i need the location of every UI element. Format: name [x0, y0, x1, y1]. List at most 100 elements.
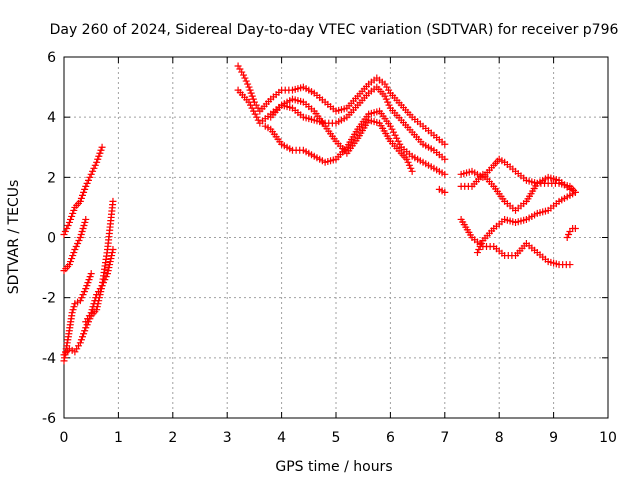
data-point-marker	[72, 243, 80, 251]
data-point-marker	[473, 249, 481, 257]
data-point-marker	[76, 297, 84, 305]
data-point-marker	[65, 261, 73, 269]
data-point-marker	[69, 252, 77, 260]
data-point-marker	[78, 191, 86, 199]
data-point-marker	[109, 197, 117, 205]
series-track-6	[234, 62, 449, 148]
series-track-14	[473, 188, 579, 257]
data-point-marker	[80, 288, 88, 296]
data-point-marker	[247, 89, 255, 97]
data-point-marker	[405, 161, 413, 169]
data-point-marker	[64, 221, 72, 229]
data-point-marker	[99, 279, 107, 287]
data-point-marker	[98, 282, 106, 290]
data-point-marker	[108, 249, 116, 257]
data-point-marker	[69, 306, 77, 314]
data-point-marker	[70, 303, 78, 311]
x-tick-label: 10	[599, 430, 617, 446]
data-point-marker	[84, 176, 92, 184]
series-track-10	[435, 185, 449, 196]
y-tick-label: 6	[47, 50, 56, 66]
data-point-marker	[101, 276, 109, 284]
data-point-marker	[82, 182, 90, 190]
data-point-marker	[61, 227, 69, 235]
data-point-marker	[476, 243, 484, 251]
data-point-marker	[78, 227, 86, 235]
data-point-marker	[381, 92, 389, 100]
data-point-marker	[91, 297, 99, 305]
y-tick-label: 4	[47, 110, 56, 126]
x-axis-label: GPS time / hours	[275, 459, 392, 475]
data-point-marker	[240, 71, 248, 79]
data-point-marker	[67, 215, 75, 223]
data-point-marker	[81, 218, 89, 226]
data-point-marker	[63, 224, 71, 232]
data-point-marker	[390, 128, 398, 136]
data-point-marker	[105, 264, 113, 272]
data-point-marker	[106, 258, 114, 266]
data-point-marker	[441, 155, 449, 163]
data-point-marker	[80, 221, 88, 229]
data-point-marker	[90, 300, 98, 308]
data-point-marker	[69, 209, 77, 217]
data-point-marker	[98, 143, 106, 151]
data-point-marker	[68, 212, 76, 220]
data-point-marker	[65, 218, 73, 226]
series-track-1	[60, 143, 106, 238]
data-point-marker	[78, 294, 86, 302]
data-points	[60, 62, 579, 365]
data-point-marker	[76, 234, 84, 241]
data-point-marker	[82, 215, 90, 223]
data-point-marker	[70, 206, 78, 214]
data-point-marker	[76, 339, 84, 347]
data-point-marker	[80, 188, 88, 196]
data-point-marker	[396, 140, 404, 148]
data-point-marker	[68, 255, 76, 263]
data-point-marker	[384, 98, 392, 106]
data-point-marker	[85, 276, 93, 284]
data-point-marker	[84, 279, 92, 287]
data-point-marker	[79, 224, 87, 232]
data-point-marker	[91, 161, 99, 169]
data-point-marker	[79, 291, 87, 299]
data-point-marker	[95, 152, 103, 160]
grid	[64, 57, 608, 418]
x-tick-label: 9	[549, 430, 558, 446]
x-tick-label: 5	[332, 430, 341, 446]
series-track-2	[60, 215, 90, 275]
data-point-marker	[82, 285, 90, 293]
y-tick-label: -4	[42, 351, 56, 367]
y-axis-label: SDTVAR / TECUs	[6, 180, 22, 295]
data-point-marker	[76, 197, 84, 205]
data-point-marker	[104, 270, 112, 278]
data-point-marker	[566, 261, 574, 269]
data-point-marker	[106, 261, 114, 269]
data-point-marker	[251, 110, 259, 118]
data-point-marker	[81, 185, 89, 193]
data-point-marker	[77, 336, 85, 344]
data-point-marker	[60, 230, 68, 238]
data-point-marker	[109, 246, 117, 254]
y-tick-label: -6	[42, 411, 56, 427]
data-point-marker	[248, 92, 256, 100]
data-point-marker	[67, 258, 75, 266]
data-point-marker	[388, 125, 396, 133]
data-point-marker	[86, 173, 94, 181]
data-point-marker	[93, 158, 101, 166]
x-tick-label: 8	[495, 430, 504, 446]
data-point-marker	[386, 122, 394, 130]
data-point-marker	[81, 327, 89, 335]
data-point-marker	[94, 155, 102, 163]
data-point-marker	[245, 98, 253, 106]
chart-title: Day 260 of 2024, Sidereal Day-to-day VTE…	[50, 22, 619, 38]
axis-ticks: 0 1 2 3 4 5 6 7 8 9 10 -6 -4 -2 0 2 4 6	[42, 50, 617, 446]
y-tick-label: 0	[47, 231, 56, 247]
data-point-marker	[77, 194, 85, 202]
data-point-marker	[563, 234, 571, 241]
data-point-marker	[403, 155, 411, 163]
series-track-5	[82, 246, 117, 326]
data-point-marker	[80, 330, 88, 338]
data-point-marker	[92, 294, 100, 302]
data-point-marker	[250, 107, 258, 115]
